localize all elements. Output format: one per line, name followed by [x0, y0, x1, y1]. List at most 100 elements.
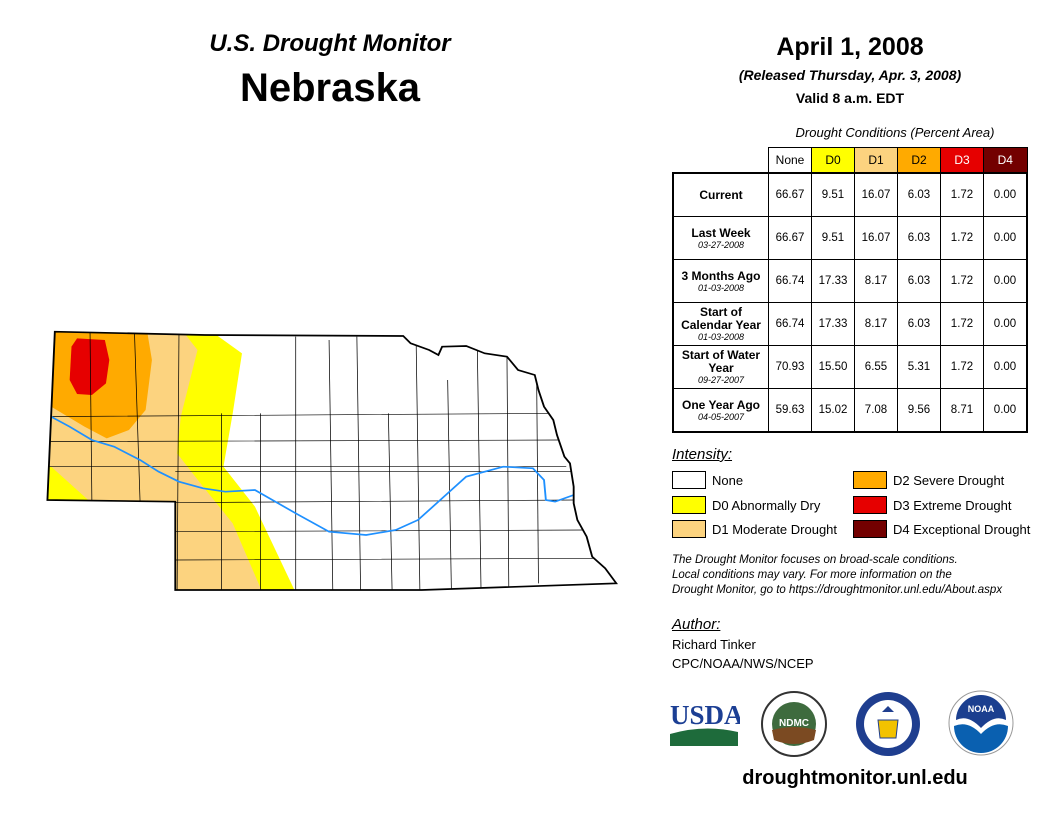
disclaimer: The Drought Monitor focuses on broad-sca…	[672, 553, 1002, 598]
table-row: Last Week 03-27-2008 66.67 9.51 16.07 6.03 1.7…	[672, 216, 1028, 260]
table-cell: 15.50	[811, 345, 855, 389]
usda-logo: USDA	[670, 700, 740, 746]
d0-area-sw	[47, 466, 89, 507]
platte-river	[50, 415, 575, 536]
table-row: One Year Ago 04-05-2007 59.63 15.02 7.08 9.56…	[672, 388, 1028, 433]
table-cell: 8.17	[854, 302, 898, 346]
table-cell: 7.08	[854, 388, 898, 433]
table-cell: 9.56	[897, 388, 941, 433]
col-d2: D2	[897, 147, 941, 174]
table-cell: 0.00	[983, 302, 1028, 346]
row-date: 01-03-2008	[697, 332, 745, 342]
table-cell: 6.03	[897, 302, 941, 346]
table-cell: 66.74	[768, 302, 812, 346]
legend-swatch	[853, 496, 887, 514]
table-cell: 5.31	[897, 345, 941, 389]
row-label-text: Last Week	[691, 225, 751, 240]
table-cell: 66.67	[768, 216, 812, 260]
monitor-title: U.S. Drought Monitor	[209, 30, 451, 57]
d3-area	[69, 338, 110, 395]
table-cell: 0.00	[983, 345, 1028, 389]
table-cell: 17.33	[811, 302, 855, 346]
svg-text:USDA: USDA	[670, 700, 740, 730]
row-label: Start of Calendar Year 01-03-2008	[672, 302, 769, 346]
row-label-text: Current	[699, 187, 743, 202]
legend-swatch	[853, 471, 887, 489]
row-label: Current	[672, 172, 769, 217]
row-label-text: One Year Ago	[681, 397, 761, 412]
table-cell: 6.03	[897, 216, 941, 260]
commerce-logo	[856, 692, 920, 756]
col-d4: D4	[983, 147, 1028, 174]
release-date: (Released Thursday, Apr. 3, 2008)	[738, 67, 962, 83]
table-cell: 0.00	[983, 388, 1028, 433]
noaa-logo: NOAA	[948, 690, 1014, 756]
note-line: The Drought Monitor focuses on broad-sca…	[672, 554, 958, 566]
table-cell: 8.71	[940, 388, 984, 433]
website-url[interactable]: droughtmonitor.unl.edu	[742, 767, 968, 789]
legend-swatch	[672, 496, 706, 514]
legend-item: D0 Abnormally Dry	[672, 496, 820, 514]
legend-item: None	[672, 471, 743, 489]
note-line: Drought Monitor, go to https://droughtmo…	[672, 584, 1003, 596]
table-cell: 66.67	[768, 172, 812, 217]
table-cell: 66.74	[768, 259, 812, 303]
table-cell: 9.51	[811, 216, 855, 260]
row-date: 01-03-2008	[697, 282, 745, 293]
table-cell: 8.17	[854, 259, 898, 303]
nebraska-map	[46, 330, 618, 591]
legend-item: D1 Moderate Drought	[672, 520, 837, 538]
row-label: One Year Ago 04-05-2007	[672, 388, 769, 433]
legend-label: D3 Extreme Drought	[893, 497, 1012, 513]
table-row: 3 Months Ago 01-03-2008 66.74 17.33 8.17 6.03…	[672, 259, 1028, 303]
legend-label: D0 Abnormally Dry	[712, 497, 821, 513]
row-label-text: Start of Water Year	[681, 348, 761, 375]
row-date: 09-27-2007	[697, 375, 745, 385]
county-lines	[47, 331, 596, 590]
legend-swatch	[853, 520, 887, 538]
row-label-text: Start of Calendar Year	[681, 305, 761, 332]
table-caption: Drought Conditions (Percent Area)	[795, 125, 995, 140]
svg-text:NDMC: NDMC	[779, 718, 809, 729]
legend-item: D3 Extreme Drought	[853, 496, 1012, 514]
ndmc-logo: NDMC	[761, 691, 827, 757]
table-cell: 1.72	[940, 345, 984, 389]
map-date: April 1, 2008	[776, 33, 924, 61]
row-date: 03-27-2008	[697, 239, 745, 250]
legend-title: Intensity:	[672, 446, 733, 463]
table-cell: 15.02	[811, 388, 855, 433]
table-cell: 9.51	[811, 172, 855, 217]
table-cell: 0.00	[983, 216, 1028, 260]
drought-conditions-table: None D0 D1 D2 D3 D4 Current 66.67 9.51 16.0…	[672, 147, 1028, 433]
table-cell: 6.03	[897, 172, 941, 217]
table-cell: 17.33	[811, 259, 855, 303]
col-d3: D3	[940, 147, 984, 174]
col-d1: D1	[854, 147, 898, 174]
author-org: CPC/NOAA/NWS/NCEP	[672, 656, 814, 671]
table-cell: 16.07	[854, 172, 898, 217]
author-name: Richard Tinker	[672, 637, 756, 652]
note-line: Local conditions may vary. For more info…	[672, 569, 952, 581]
table-cell: 1.72	[940, 216, 984, 260]
table-cell: 1.72	[940, 259, 984, 303]
table-row: Start of Water Year 09-27-2007 70.93 15.50 6…	[672, 345, 1028, 389]
table-cell: 1.72	[940, 172, 984, 217]
table-row: Start of Calendar Year 01-03-2008 66.74 17.…	[672, 302, 1028, 346]
legend-label: D1 Moderate Drought	[712, 521, 838, 537]
table-cell: 6.55	[854, 345, 898, 389]
table-row: Current 66.67 9.51 16.07 6.03 1.72 0.00	[672, 172, 1028, 217]
legend-item: D4 Exceptional Drought	[853, 520, 1030, 538]
col-d0: D0	[811, 147, 855, 174]
table-cell: 0.00	[983, 259, 1028, 303]
table-cell: 16.07	[854, 216, 898, 260]
row-date: 04-05-2007	[697, 411, 745, 422]
legend-label: D4 Exceptional Drought	[893, 521, 1031, 537]
table-cell: 6.03	[897, 259, 941, 303]
legend-label: None	[712, 472, 744, 488]
table-cell: 70.93	[768, 345, 812, 389]
row-label: Start of Water Year 09-27-2007	[672, 345, 769, 389]
col-none: None	[768, 147, 812, 174]
author-heading: Author:	[672, 616, 721, 633]
svg-text:NOAA: NOAA	[968, 704, 995, 714]
